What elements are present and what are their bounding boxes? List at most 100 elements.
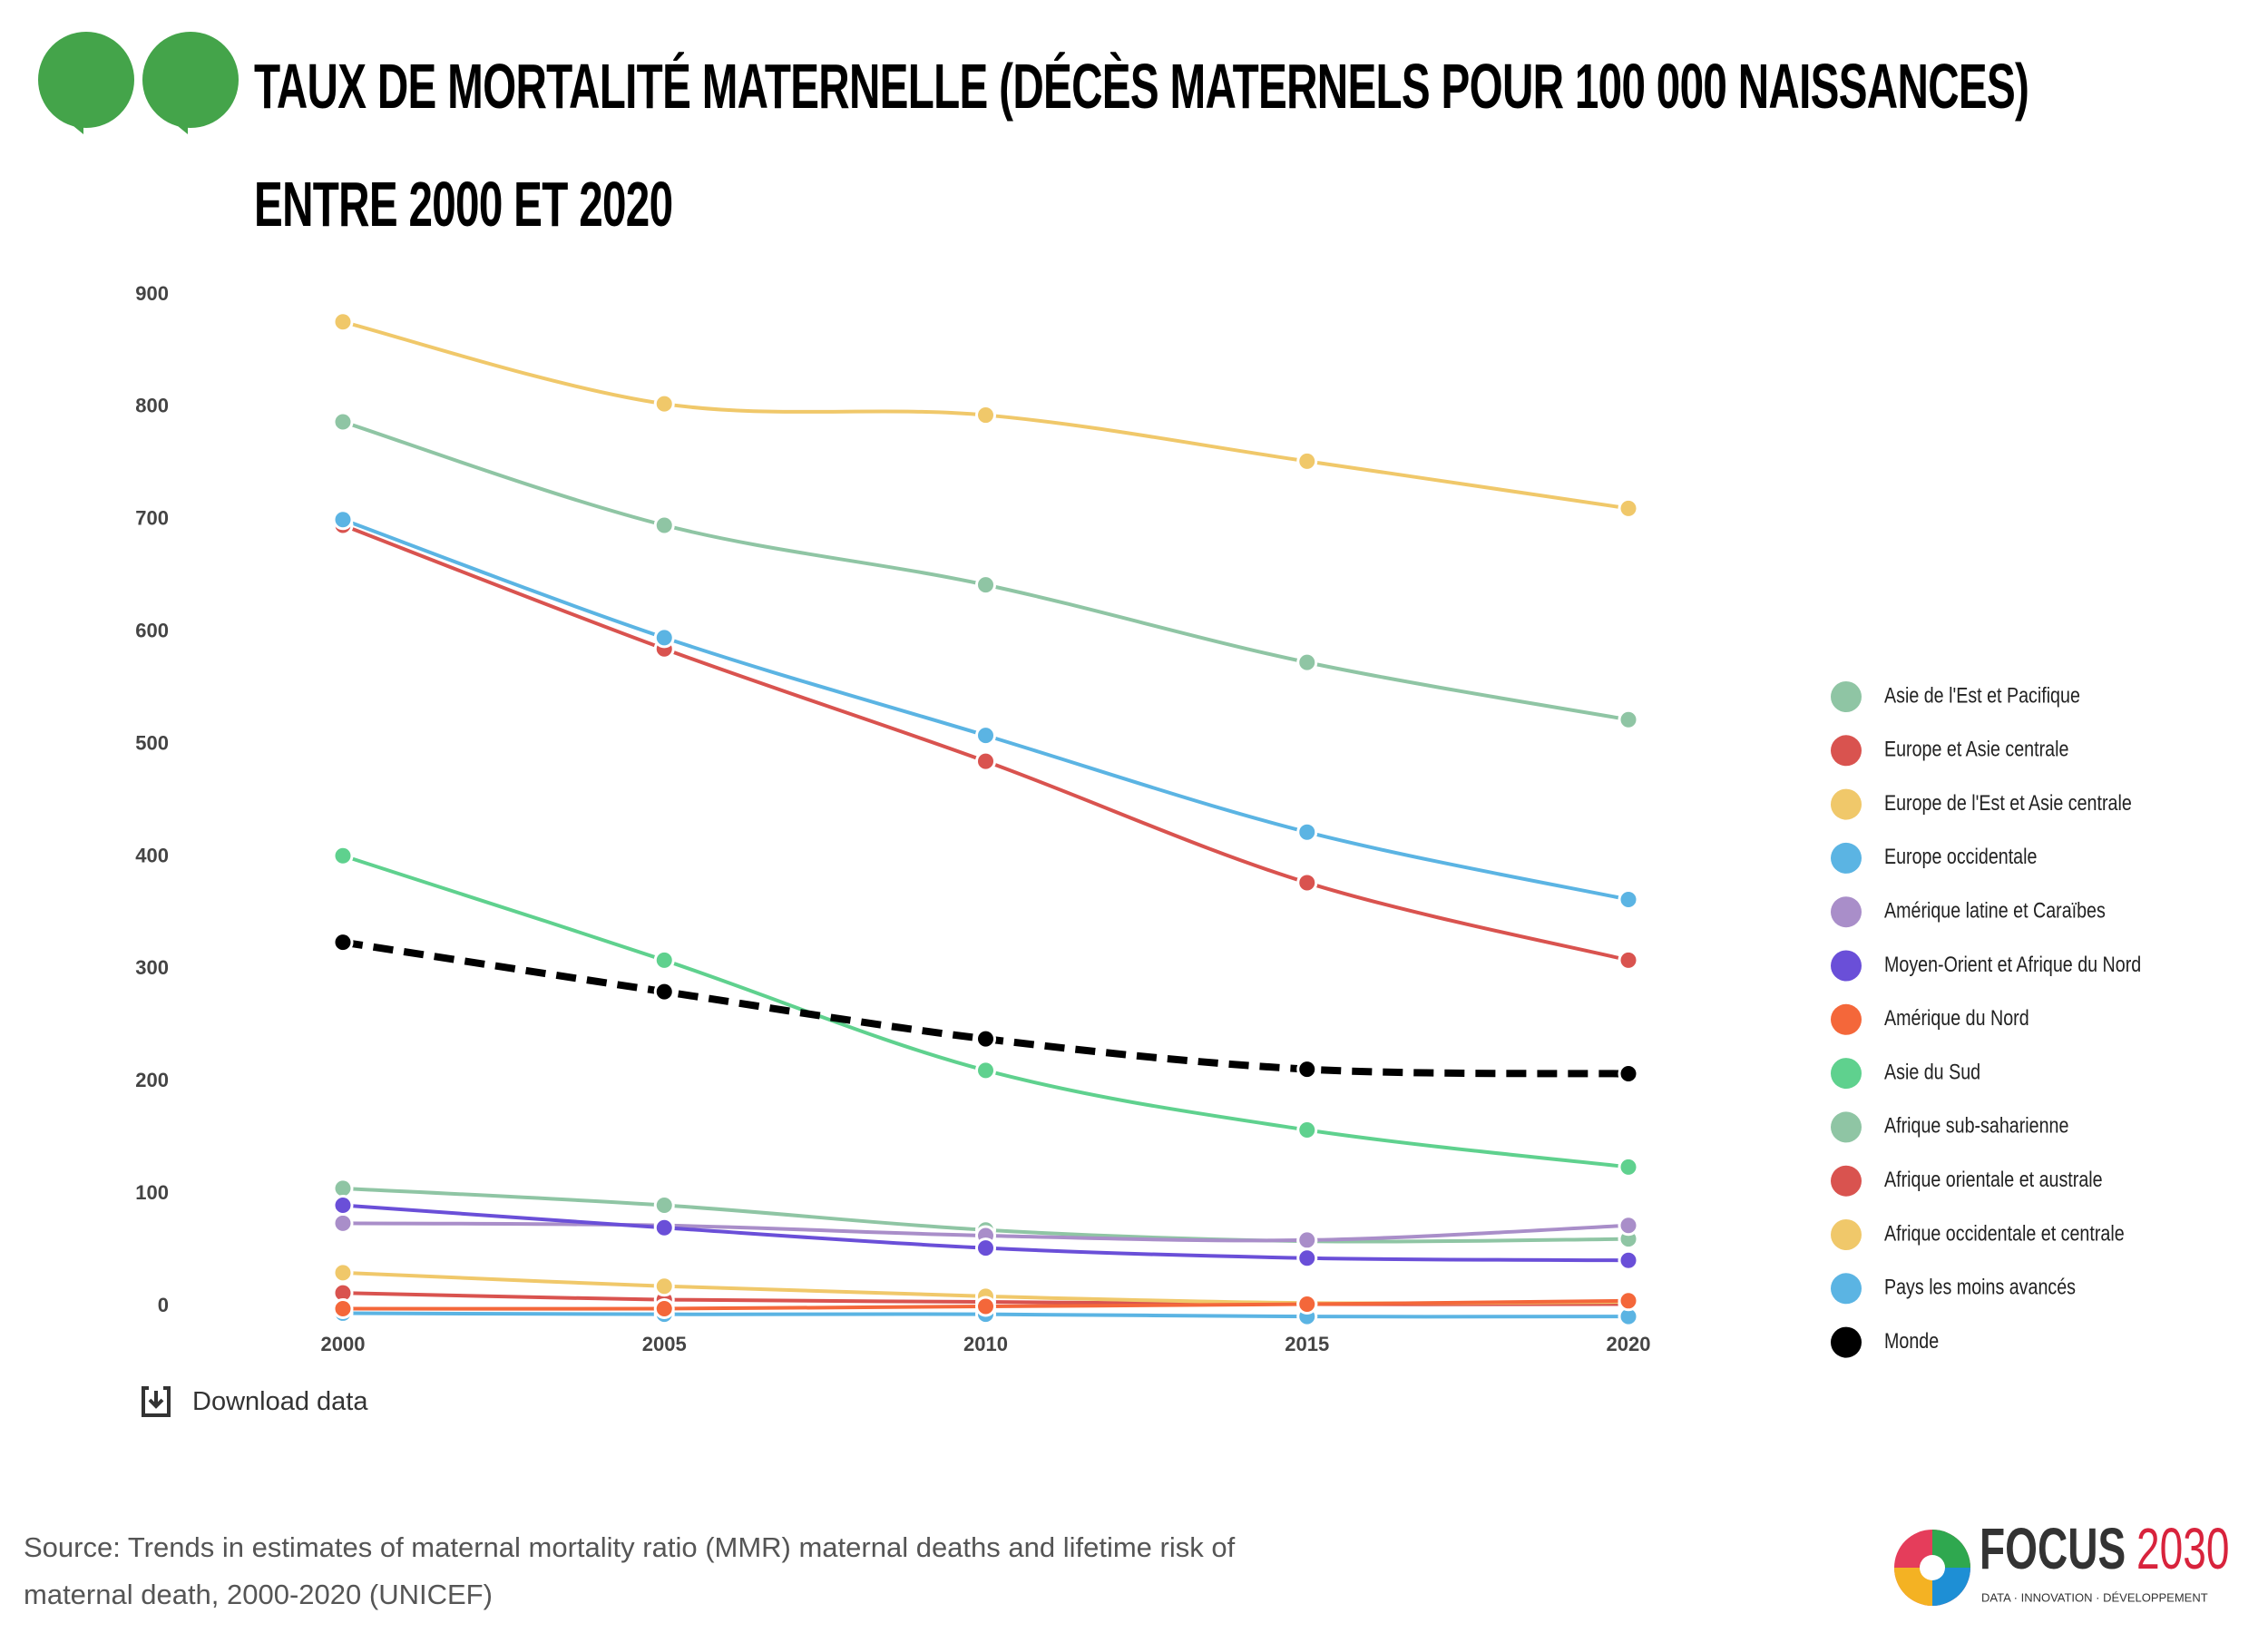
data-point	[1296, 651, 1318, 673]
data-point	[332, 1195, 354, 1216]
legend-marker	[1831, 1273, 1862, 1305]
legend-label: Monde	[1884, 1328, 1939, 1353]
x-tick-label: 2020	[1607, 1333, 1651, 1355]
legend-label: Afrique orientale et australe	[1884, 1167, 2103, 1191]
legend-marker	[1831, 1058, 1862, 1090]
data-point	[653, 514, 675, 536]
x-tick-label: 2010	[963, 1333, 1008, 1355]
legend-marker	[1831, 1326, 1862, 1358]
y-tick-label: 700	[135, 507, 169, 530]
y-tick-label: 100	[135, 1181, 169, 1204]
legend-marker	[1831, 1003, 1862, 1035]
series-line	[342, 420, 1629, 722]
legend-label: Afrique sub-saharienne	[1884, 1113, 2068, 1138]
legend-marker	[1831, 735, 1862, 767]
logo-year: 2030	[2136, 1517, 2229, 1581]
data-point	[1296, 1229, 1318, 1251]
data-point	[975, 405, 996, 426]
data-point	[653, 981, 675, 1002]
data-point	[653, 1217, 675, 1238]
data-point	[1618, 1156, 1639, 1178]
data-point	[975, 574, 996, 596]
download-button[interactable]: Download data	[138, 1384, 367, 1420]
legend-marker	[1831, 1219, 1862, 1250]
logo-tagline: DATA · INNOVATION · DÉVELOPPEMENT	[1981, 1590, 2208, 1604]
legend-label: Pays les moins avancés	[1884, 1275, 2076, 1299]
legend-marker	[1831, 950, 1862, 982]
data-point	[1618, 889, 1639, 911]
chart-title: TAUX DE MORTALITÉ MATERNELLE (DÉCÈS MATE…	[254, 51, 2029, 240]
data-point	[975, 1237, 996, 1259]
data-point	[975, 1296, 996, 1317]
data-point	[653, 393, 675, 415]
logo: FOCUS 2030 DATA · INNOVATION · DÉVELOPPE…	[1894, 1517, 2229, 1606]
x-tick-label: 2015	[1285, 1333, 1329, 1355]
download-label[interactable]: Download data	[192, 1386, 368, 1416]
data-point	[1296, 1119, 1318, 1140]
data-point	[975, 1028, 996, 1050]
data-point	[1618, 1249, 1639, 1271]
data-point	[332, 845, 354, 866]
data-point	[1296, 821, 1318, 843]
legend-marker	[1831, 896, 1862, 928]
series-line	[342, 938, 1629, 1078]
plot-area: 0 100 200 300 400 500 600 700 800 900 2000 2005 2010…	[135, 282, 1650, 1355]
legend-label: Moyen-Orient et Afrique du Nord	[1884, 952, 2141, 976]
data-point	[1296, 450, 1318, 472]
data-point	[653, 949, 675, 971]
y-tick-label: 0	[158, 1294, 169, 1316]
data-point	[1296, 1294, 1318, 1315]
data-point	[332, 1178, 354, 1199]
data-point	[975, 725, 996, 747]
data-point	[1296, 1059, 1318, 1081]
data-point	[975, 1060, 996, 1081]
y-tick-label: 900	[135, 282, 169, 305]
series-line	[342, 854, 1629, 1169]
data-point	[1618, 1290, 1639, 1312]
legend-label: Europe et Asie centrale	[1884, 737, 2068, 761]
data-point	[332, 1212, 354, 1234]
data-point	[653, 627, 675, 649]
data-point	[653, 1195, 675, 1216]
x-tick-label: 2005	[642, 1333, 687, 1355]
data-point	[1296, 1247, 1318, 1269]
data-point	[1296, 872, 1318, 894]
legend-marker	[1831, 1111, 1862, 1143]
data-point	[653, 1276, 675, 1297]
y-tick-label: 800	[135, 395, 169, 417]
data-point	[332, 932, 354, 953]
data-point	[332, 411, 354, 433]
data-point	[332, 1297, 354, 1319]
data-point	[332, 311, 354, 333]
legend-marker	[1831, 681, 1862, 712]
y-tick-label: 500	[135, 731, 169, 754]
legend-label: Afrique occidentale et centrale	[1884, 1220, 2125, 1245]
y-tick-label: 400	[135, 844, 169, 866]
y-tick-label: 200	[135, 1069, 169, 1091]
legend-label: Europe de l'Est et Asie centrale	[1884, 790, 2132, 815]
legend-label: Europe occidentale	[1884, 844, 2037, 868]
y-tick-label: 600	[135, 619, 169, 641]
legend: Asie de l'Est et Pacifique Europe et Asie…	[1831, 681, 2141, 1358]
y-tick-label: 300	[135, 956, 169, 979]
data-point	[1618, 1215, 1639, 1237]
legend-marker	[1831, 788, 1862, 820]
data-point	[653, 1297, 675, 1319]
data-point	[1618, 709, 1639, 730]
legend-marker	[1831, 842, 1862, 874]
legend-label: Asie de l'Est et Pacifique	[1884, 682, 2080, 707]
data-point	[332, 1262, 354, 1284]
data-point	[1618, 497, 1639, 519]
data-point	[1618, 1063, 1639, 1085]
legend-label: Asie du Sud	[1884, 1060, 1980, 1084]
legend-marker	[1831, 1165, 1862, 1197]
data-point	[332, 509, 354, 531]
download-icon	[142, 1386, 171, 1417]
quote-icon	[38, 32, 239, 134]
x-tick-label: 2000	[321, 1333, 366, 1355]
data-point	[1618, 949, 1639, 971]
data-point	[975, 750, 996, 772]
source-note: Source: Trends in estimates of maternal …	[24, 1531, 1236, 1610]
